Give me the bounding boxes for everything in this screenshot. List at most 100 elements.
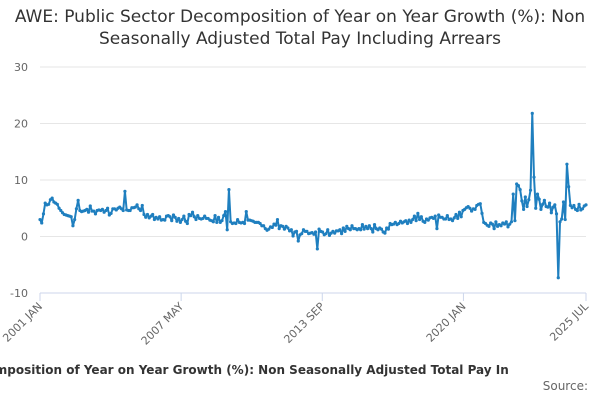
data-point bbox=[561, 200, 566, 204]
x-tick-label: 2013 SEP bbox=[281, 300, 327, 346]
data-point bbox=[567, 185, 571, 189]
data-point bbox=[138, 208, 143, 213]
legend: ector Decomposition of Year on Year Grow… bbox=[0, 363, 600, 377]
data-point bbox=[338, 228, 342, 232]
data-point bbox=[244, 210, 248, 214]
data-point bbox=[203, 214, 207, 218]
data-point bbox=[359, 228, 363, 232]
data-point bbox=[549, 211, 553, 215]
data-point bbox=[551, 205, 555, 209]
data-point bbox=[575, 208, 579, 213]
data-point bbox=[92, 209, 96, 213]
data-point bbox=[340, 232, 344, 236]
data-point bbox=[492, 226, 496, 231]
data-point bbox=[168, 215, 172, 219]
data-point bbox=[242, 221, 247, 226]
data-point bbox=[74, 207, 78, 211]
data-point bbox=[145, 212, 150, 217]
data-point bbox=[539, 207, 543, 211]
data-point bbox=[104, 208, 108, 213]
data-point bbox=[151, 212, 155, 217]
data-point bbox=[296, 239, 300, 243]
data-point bbox=[59, 208, 63, 213]
data-point bbox=[522, 207, 526, 211]
data-point bbox=[542, 198, 547, 202]
data-point bbox=[407, 218, 411, 222]
data-point bbox=[499, 224, 503, 228]
data-point bbox=[47, 202, 51, 206]
data-point bbox=[173, 215, 177, 219]
data-point bbox=[326, 228, 330, 232]
y-tick-label: -10 bbox=[10, 287, 28, 300]
data-point bbox=[457, 210, 462, 214]
data-point bbox=[71, 224, 75, 228]
data-point bbox=[405, 221, 410, 226]
data-point bbox=[73, 217, 77, 222]
data-point bbox=[563, 217, 567, 222]
data-point bbox=[367, 224, 371, 228]
data-point bbox=[213, 214, 217, 218]
data-point bbox=[286, 226, 290, 230]
data-point bbox=[281, 224, 285, 228]
data-point bbox=[343, 229, 347, 234]
data-point bbox=[274, 223, 278, 227]
data-point bbox=[558, 220, 562, 224]
y-tick-label: 30 bbox=[14, 61, 28, 74]
x-axis: 2001 JAN 2007 MAY 2013 SEP 2020 JAN 2025 JUL bbox=[0, 292, 592, 348]
data-point bbox=[222, 214, 226, 218]
data-point bbox=[518, 188, 522, 192]
data-point bbox=[345, 224, 349, 228]
data-point bbox=[236, 217, 240, 222]
data-point bbox=[568, 203, 573, 208]
data-point bbox=[282, 227, 286, 231]
data-point bbox=[140, 203, 144, 208]
data-point bbox=[135, 203, 139, 207]
data-point bbox=[570, 206, 574, 210]
data-point bbox=[386, 227, 390, 231]
data-point bbox=[364, 224, 368, 228]
data-point bbox=[194, 217, 198, 222]
x-tick-label: 2020 JAN bbox=[424, 300, 469, 345]
data-point bbox=[106, 206, 110, 210]
data-point bbox=[369, 226, 373, 231]
data-point bbox=[502, 222, 507, 226]
data-point bbox=[270, 225, 274, 230]
x-tick-label: 2007 MAY bbox=[139, 300, 187, 348]
data-point bbox=[554, 212, 559, 216]
data-point bbox=[192, 215, 196, 219]
data-point bbox=[128, 208, 132, 213]
data-point bbox=[556, 276, 560, 280]
data-point bbox=[314, 230, 318, 234]
y-axis: -10 0 10 20 30 bbox=[10, 61, 28, 300]
data-point bbox=[55, 202, 59, 206]
data-point bbox=[320, 230, 325, 234]
data-point bbox=[560, 217, 564, 221]
data-point bbox=[473, 207, 477, 211]
data-point bbox=[57, 206, 61, 210]
data-point bbox=[534, 206, 538, 210]
data-point bbox=[584, 203, 588, 207]
data-point bbox=[177, 216, 181, 221]
data-point bbox=[348, 228, 352, 232]
data-point bbox=[470, 209, 474, 213]
data-point bbox=[480, 211, 484, 215]
data-point bbox=[511, 192, 515, 196]
data-point bbox=[577, 202, 581, 206]
data-point bbox=[227, 188, 231, 192]
data-point bbox=[85, 207, 89, 211]
data-point bbox=[327, 233, 332, 237]
data-point bbox=[418, 217, 422, 222]
data-point bbox=[171, 213, 176, 217]
data-point bbox=[262, 224, 266, 228]
data-point bbox=[527, 198, 531, 202]
data-point bbox=[445, 214, 449, 218]
data-point bbox=[478, 202, 482, 206]
data-point bbox=[40, 221, 44, 225]
data-point bbox=[525, 204, 529, 209]
data-point bbox=[523, 195, 527, 199]
x-tick-label: 2025 JUL bbox=[547, 299, 591, 343]
data-point bbox=[412, 214, 416, 218]
data-point bbox=[163, 218, 167, 222]
data-point bbox=[324, 232, 328, 236]
